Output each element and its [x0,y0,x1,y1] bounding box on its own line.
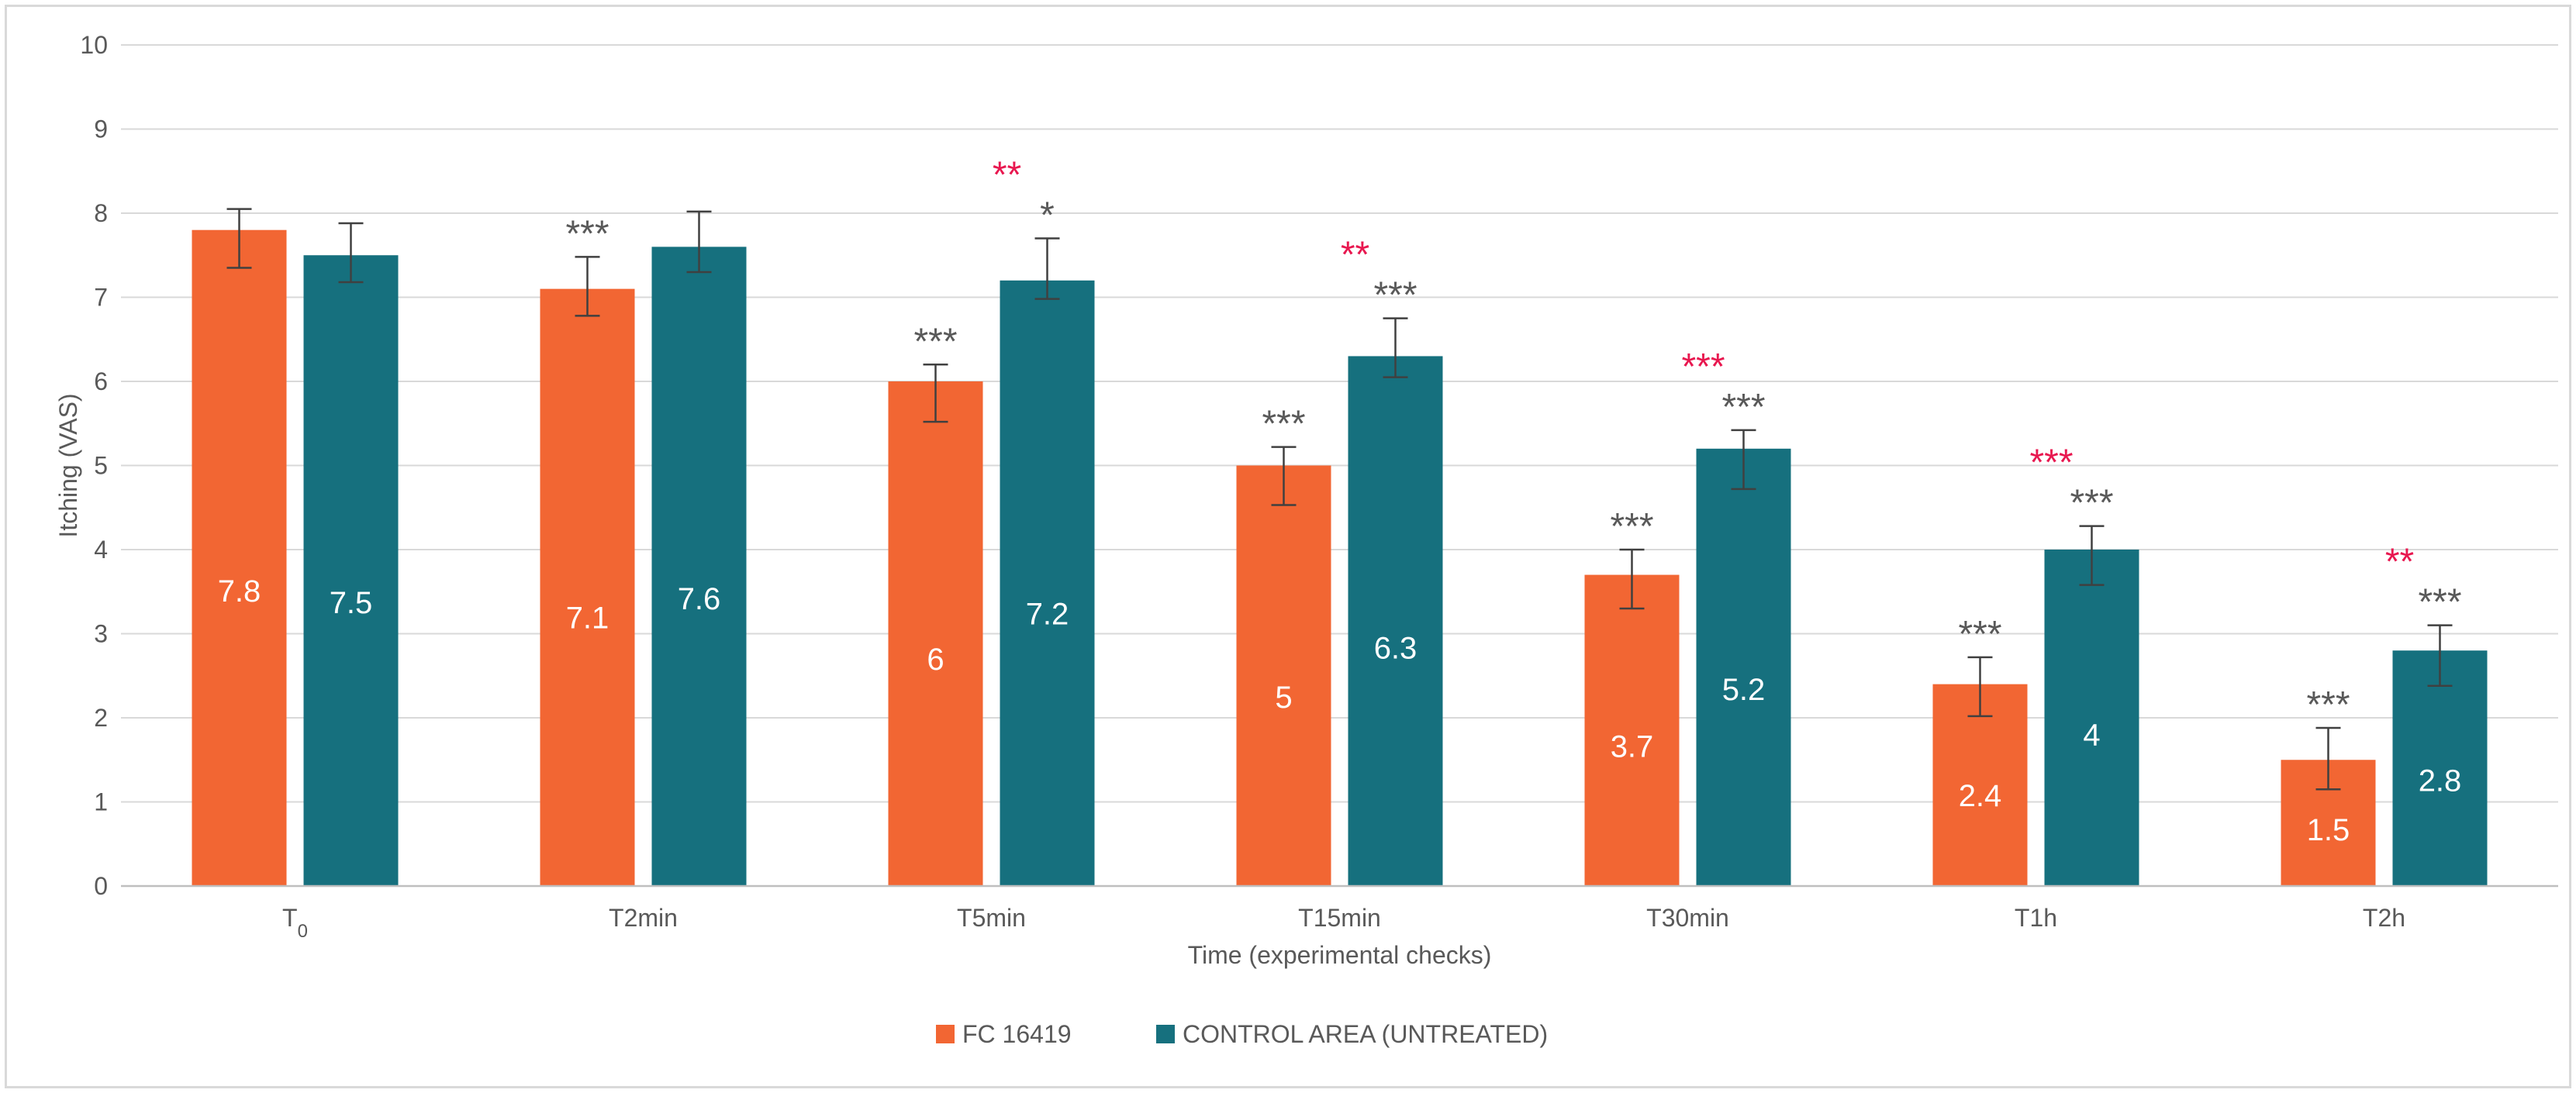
data-label: 2.4 [1959,779,2002,813]
bar-fc16419-1 [540,288,635,886]
bar-fc16419-4 [1584,574,1680,886]
x-tick-label: T2min [609,904,678,932]
y-tick-label: 0 [94,872,108,900]
legend-swatch [1156,1025,1175,1043]
bar-control-1 [651,247,747,886]
bar-fc16419-3 [1236,465,1331,886]
data-label: 5.2 [1722,673,1766,707]
chart-frame: 0 1 2 3 4 5 6 7 8 9 10 Itching (VAS) 7.8 7.5 T0 7.1 *** 7… [5,5,2571,1088]
bar-fc16419-5 [1932,684,2028,886]
data-label: 4 [2083,719,2100,753]
bar-control-4 [1696,448,1791,886]
bar-control-6 [2392,650,2488,886]
data-label: 6.3 [1374,631,1417,665]
error-bar [923,364,948,423]
y-tick-label: 4 [94,536,108,564]
bar-fc16419-2 [888,381,983,886]
y-tick-label: 10 [80,31,108,59]
y-tick-label: 3 [94,620,108,648]
x-tick-label: T1h [2015,904,2057,932]
bar-control-2 [1000,280,1095,886]
y-tick-label: 5 [94,452,108,480]
x-tick-label: T2h [2363,904,2405,932]
between-group-significance: ** [2385,542,2414,583]
between-group-significance: *** [1681,347,1725,388]
data-label: 7.1 [566,601,609,635]
significance-label: *** [1373,275,1417,316]
x-tick-label: T15min [1298,904,1381,932]
data-label: 6 [927,643,944,677]
significance-label: * [1040,195,1055,236]
y-tick-label: 9 [94,116,108,143]
between-group-significance: ** [1341,235,1369,276]
error-bar [2079,525,2105,586]
between-group-significance: *** [2029,443,2073,484]
data-label: 7.8 [218,574,261,609]
x-tick-label: T0 [282,904,308,942]
bar-control-3 [1348,356,1443,886]
x-axis-title: Time (experimental checks) [1188,941,1492,969]
y-tick-label: 8 [94,199,108,227]
significance-label: *** [913,321,957,362]
y-tick-label: 7 [94,284,108,312]
error-bar [2427,624,2453,688]
significance-label: *** [1721,387,1765,428]
error-bar [1731,429,1756,491]
legend-swatch [936,1025,955,1043]
y-tick-label: 2 [94,704,108,732]
data-label: 7.6 [678,582,721,616]
error-bar [1619,548,1645,610]
data-label: 3.7 [1611,729,1654,764]
legend-label: FC 16419 [962,1020,1072,1048]
y-axis-title: Itching (VAS) [54,393,82,537]
significance-label: *** [1610,506,1653,547]
error-bar [2315,726,2341,791]
significance-label: *** [2418,582,2461,623]
legend-label: CONTROL AREA (UNTREATED) [1183,1020,1548,1048]
data-label: 5 [1275,681,1292,715]
data-label: 7.2 [1026,597,1069,631]
bar-control-5 [2044,550,2139,886]
error-bar [1034,237,1060,300]
y-tick-label: 6 [94,367,108,395]
x-tick-label: T5min [957,904,1026,932]
error-bar [226,208,252,269]
data-label: 2.8 [2419,764,2462,798]
x-tick-label: T30min [1646,904,1729,932]
data-label: 7.5 [330,586,373,620]
error-bar [686,210,712,274]
bar-fc16419-0 [192,229,287,886]
significance-label: *** [1958,614,2001,655]
error-bar [1383,317,1408,378]
error-bar [338,222,364,284]
significance-label: *** [1262,404,1305,445]
error-bar [575,256,600,317]
data-label: 1.5 [2307,813,2350,847]
bar-control-0 [303,255,399,886]
error-bar [1271,446,1297,506]
y-tick-label: 1 [94,788,108,816]
significance-label: *** [2306,684,2350,726]
significance-label: *** [2070,483,2113,524]
error-bar [1967,656,1993,718]
between-group-significance: ** [993,155,1021,196]
significance-label: *** [565,213,609,254]
